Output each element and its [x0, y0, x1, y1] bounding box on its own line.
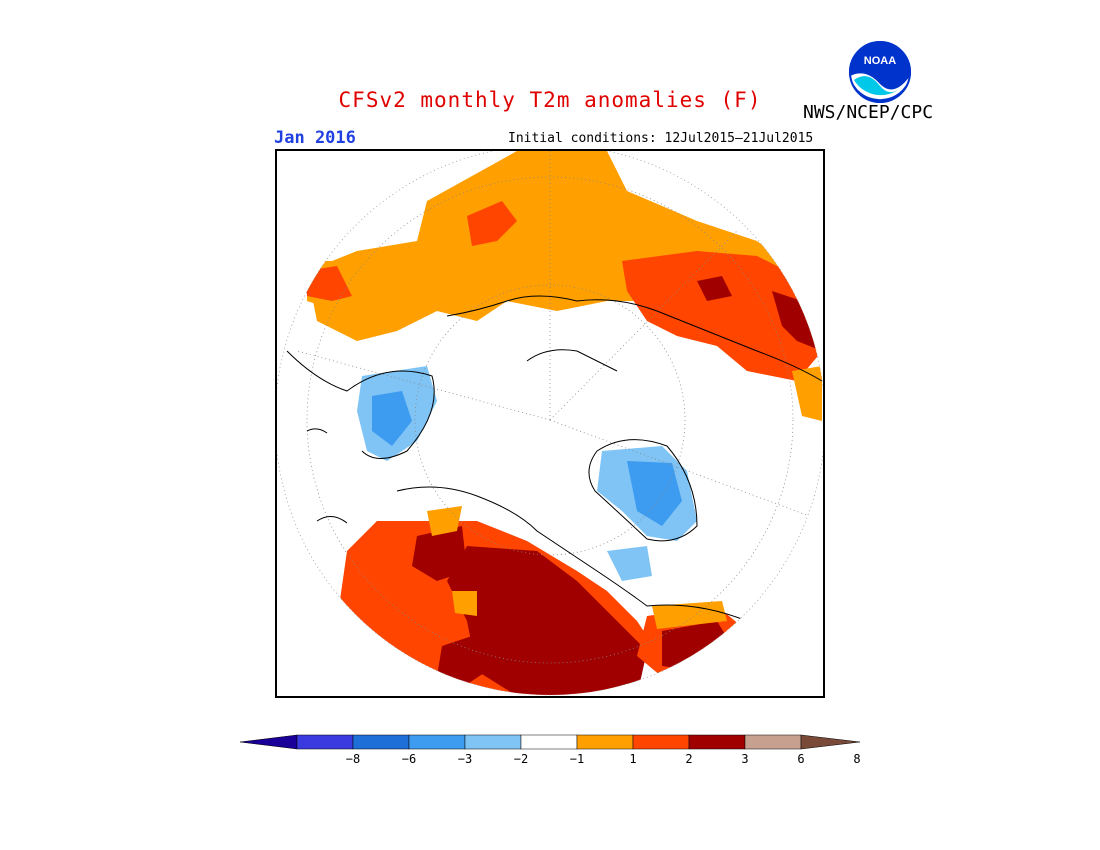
cold-anomaly-region — [627, 461, 682, 526]
chart-title: CFSv2 monthly T2m anomalies (F) — [338, 88, 762, 112]
agency-label: NWS/NCEP/CPC — [803, 102, 934, 123]
colorbar-tick-label: −1 — [569, 752, 585, 766]
initial-conditions-label: Initial conditions: 12Jul2015–21Jul2015 — [508, 131, 814, 146]
colorbar-tick-label: 2 — [685, 752, 693, 766]
noaa-logo-text: NOAA — [864, 55, 896, 67]
warm-anomaly-region — [452, 591, 477, 616]
cold-anomaly-region — [607, 546, 652, 581]
very-strong-warm-region — [772, 291, 822, 351]
very-strong-warm-region — [697, 276, 732, 301]
colorbar-cell — [576, 734, 634, 750]
very-strong-warm-region — [447, 546, 647, 695]
very-strong-warm-region — [412, 526, 467, 581]
colorbar — [239, 734, 861, 750]
colorbar-tick-label: −2 — [513, 752, 529, 766]
colorbar-cell — [352, 734, 410, 750]
colorbar-cell — [464, 734, 522, 750]
colorbar-tick-label: −3 — [457, 752, 473, 766]
colorbar-cell — [744, 734, 802, 750]
strong-warm-region — [622, 251, 822, 381]
graticule-lines — [296, 151, 823, 664]
colorbar-cell — [408, 734, 466, 750]
colorbar-tick-label: −6 — [401, 752, 417, 766]
strong-warm-region — [467, 201, 517, 246]
colorbar-cell — [296, 734, 354, 750]
colorbar-tick-label: 6 — [797, 752, 805, 766]
colorbar-tick-label: 3 — [741, 752, 749, 766]
colorbar-tick-label: 1 — [629, 752, 637, 766]
noaa-logo: NOAA — [849, 41, 911, 103]
warm-anomaly-region — [652, 601, 727, 629]
warm-anomaly-region — [427, 506, 462, 536]
colorbar-cell — [520, 734, 578, 750]
warm-anomaly-region — [792, 366, 822, 421]
colorbar-cell — [688, 734, 746, 750]
cold-anomaly-region — [372, 391, 412, 446]
forecast-month: Jan 2016 — [274, 128, 356, 148]
colorbar-tick-label: 8 — [853, 752, 861, 766]
anomaly-map — [275, 149, 825, 698]
colorbar-tick-label: −8 — [345, 752, 361, 766]
coastlines — [286, 295, 823, 622]
polar-map-icon — [277, 151, 823, 696]
colorbar-high-arrow — [800, 734, 861, 750]
colorbar-cell — [632, 734, 690, 750]
colorbar-low-arrow — [239, 734, 298, 750]
